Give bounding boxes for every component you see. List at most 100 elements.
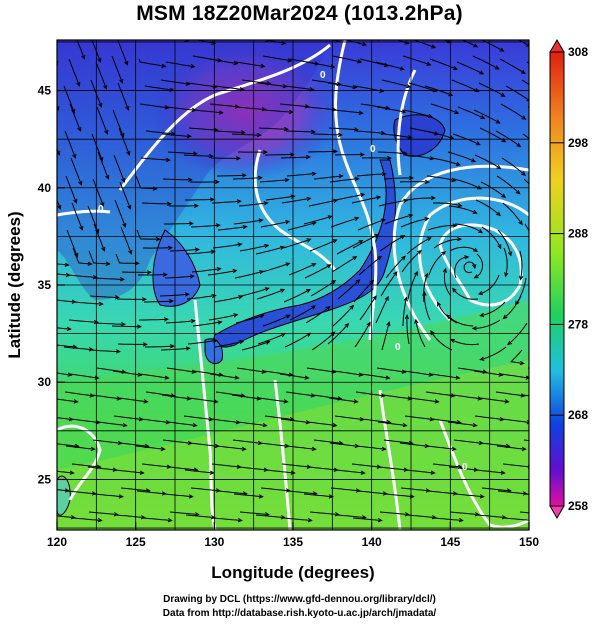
streamline (95, 61, 107, 89)
colorbar-label: 268 (568, 408, 588, 422)
streamline (96, 367, 126, 373)
streamline-arrowhead (422, 290, 427, 296)
streamline-arrowhead (385, 375, 391, 380)
streamline (309, 511, 339, 515)
streamline (330, 487, 360, 492)
streamline-arrowhead (494, 65, 500, 70)
streamline-arrowhead (451, 177, 457, 183)
streamline (423, 273, 428, 303)
streamline (57, 417, 73, 421)
x-axis: 120 125 130 135 140 145 150 (47, 522, 539, 549)
streamline-arrowhead (399, 66, 405, 71)
streamline-arrowhead (163, 317, 169, 322)
streamline (236, 106, 266, 110)
streamline-arrowhead (209, 470, 215, 475)
streamline (65, 445, 95, 450)
streamline-arrowhead (401, 369, 407, 374)
contour-line (396, 69, 417, 176)
streamline (241, 341, 270, 351)
streamline (144, 85, 174, 91)
streamline (235, 314, 264, 324)
streamline (522, 133, 529, 139)
streamline (208, 58, 238, 65)
streamline (139, 318, 168, 321)
streamline-arrowhead (452, 287, 457, 293)
streamline (480, 346, 507, 361)
streamline (165, 320, 195, 324)
streamline (262, 314, 290, 327)
streamline-arrowhead (81, 54, 86, 60)
streamline (256, 289, 285, 300)
streamline (377, 421, 407, 427)
streamline (113, 154, 125, 182)
streamline-arrowhead (127, 204, 132, 210)
streamline (425, 391, 455, 397)
streamline (332, 55, 362, 63)
streamline (64, 391, 94, 397)
streamline-arrowhead (380, 393, 386, 398)
streamline-arrowhead (334, 512, 340, 517)
streamline (433, 202, 462, 207)
streamline-arrowhead (105, 174, 110, 180)
streamline-arrowhead (477, 185, 483, 190)
streamline (351, 196, 381, 204)
streamline-arrowhead (474, 512, 480, 517)
streamline-arrowhead (516, 142, 522, 148)
streamline (386, 539, 415, 541)
streamline-arrowhead (240, 130, 246, 135)
streamline (71, 202, 83, 230)
streamline-arrowhead (283, 126, 289, 132)
streamline (113, 415, 143, 421)
streamline-arrowhead (185, 346, 191, 351)
streamline (95, 322, 125, 325)
streamline (214, 340, 244, 348)
streamline (437, 302, 458, 324)
streamline (481, 487, 511, 492)
streamline (527, 106, 529, 109)
streamline (280, 418, 310, 424)
streamline-arrowhead (190, 318, 196, 324)
streamline-arrowhead (310, 129, 316, 135)
streamline-arrowhead (73, 399, 79, 404)
streamline (448, 466, 478, 471)
streamline-arrowhead (69, 470, 75, 475)
streamline (259, 179, 289, 183)
streamline (57, 327, 71, 330)
streamline (57, 515, 75, 518)
streamline-arrowhead (354, 216, 360, 221)
streamline (308, 466, 338, 471)
streamline-arrowhead (238, 35, 242, 38)
streamline-arrowhead (450, 393, 456, 398)
streamline-arrowhead (311, 263, 317, 268)
streamline-arrowhead (330, 539, 334, 543)
streamline-arrowhead (116, 396, 122, 401)
streamline (429, 58, 458, 70)
streamline-arrowhead (400, 235, 406, 240)
streamline (431, 418, 461, 424)
streamline-arrowhead (376, 195, 382, 200)
streamline-arrowhead (256, 396, 262, 401)
streamline-arrowhead (402, 151, 408, 156)
streamline-arrowhead (262, 149, 268, 155)
contour-label: 0 (395, 342, 401, 353)
streamline-arrowhead (408, 213, 414, 218)
streamline (307, 421, 337, 427)
streamline (233, 493, 263, 498)
streamline-arrowhead (424, 217, 430, 222)
streamline (443, 268, 452, 297)
streamline (355, 391, 385, 397)
streamline (499, 58, 526, 74)
streamline-arrowhead (385, 105, 391, 111)
streamline-arrowhead (285, 314, 291, 319)
streamline (451, 79, 479, 92)
streamline (449, 511, 479, 515)
streamline (162, 439, 192, 444)
streamline (194, 40, 216, 44)
streamline-arrowhead (209, 197, 215, 202)
streamline-arrowhead (90, 446, 96, 452)
streamline (450, 338, 480, 346)
streamline-arrowhead (504, 399, 510, 404)
streamline-arrowhead (381, 171, 387, 177)
streamline (524, 223, 529, 233)
colorbar-ticks: 308 298 288 278 268 258 (550, 45, 588, 513)
